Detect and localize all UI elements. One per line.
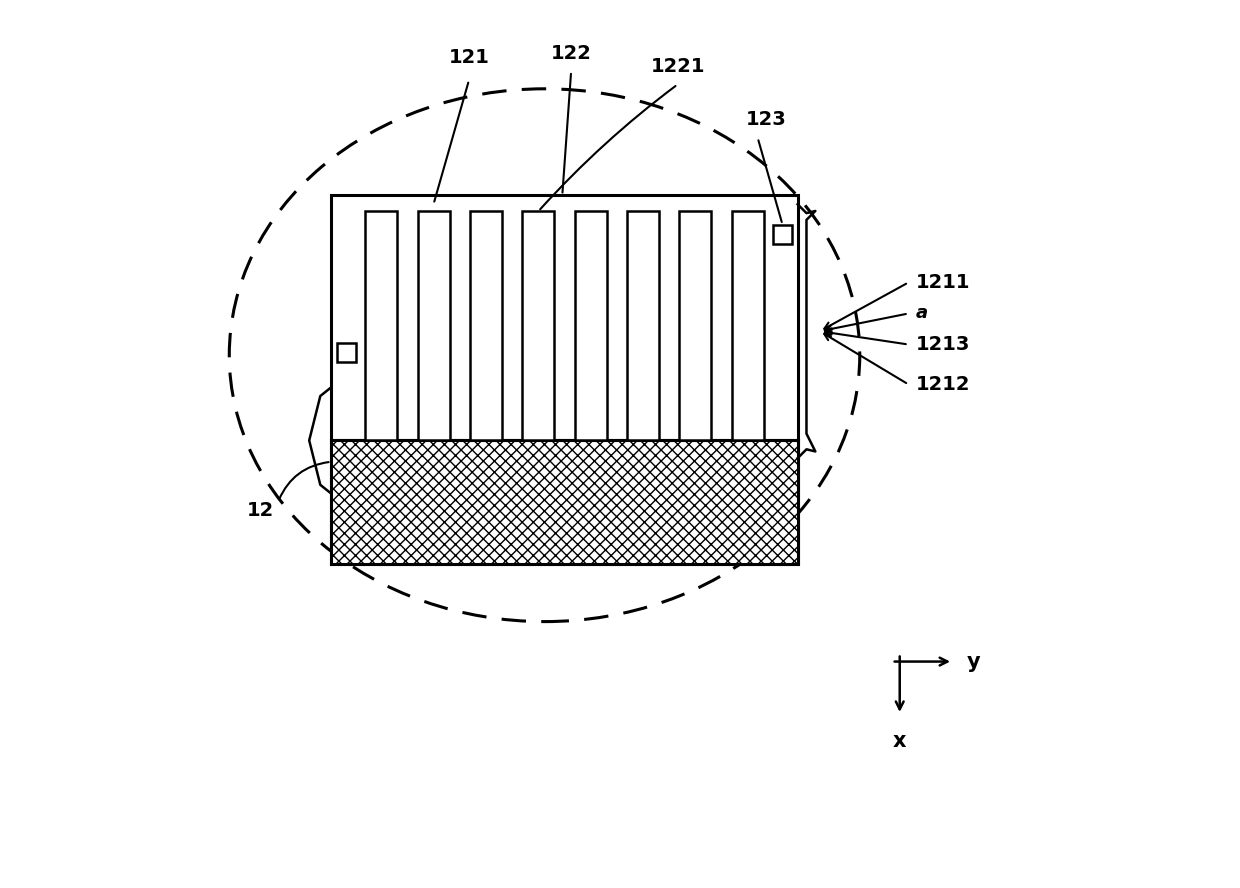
Text: 121: 121 xyxy=(449,48,490,67)
Text: x: x xyxy=(893,731,906,751)
Bar xyxy=(418,211,450,440)
Bar xyxy=(331,195,797,564)
Text: 123: 123 xyxy=(746,110,787,130)
Bar xyxy=(331,440,797,564)
Text: 12: 12 xyxy=(247,501,274,520)
Text: 1212: 1212 xyxy=(915,375,970,394)
Text: 1221: 1221 xyxy=(651,57,706,76)
Bar xyxy=(732,211,764,440)
Bar xyxy=(680,211,712,440)
Text: a: a xyxy=(915,305,928,322)
Text: y: y xyxy=(966,652,980,671)
Bar xyxy=(522,211,554,440)
Text: 1213: 1213 xyxy=(915,335,970,354)
Bar xyxy=(773,225,792,244)
Text: 1211: 1211 xyxy=(915,273,970,292)
Bar xyxy=(470,211,502,440)
Bar xyxy=(337,343,356,362)
Text: 122: 122 xyxy=(551,44,591,63)
Bar xyxy=(365,211,397,440)
Bar xyxy=(574,211,606,440)
Bar xyxy=(627,211,660,440)
